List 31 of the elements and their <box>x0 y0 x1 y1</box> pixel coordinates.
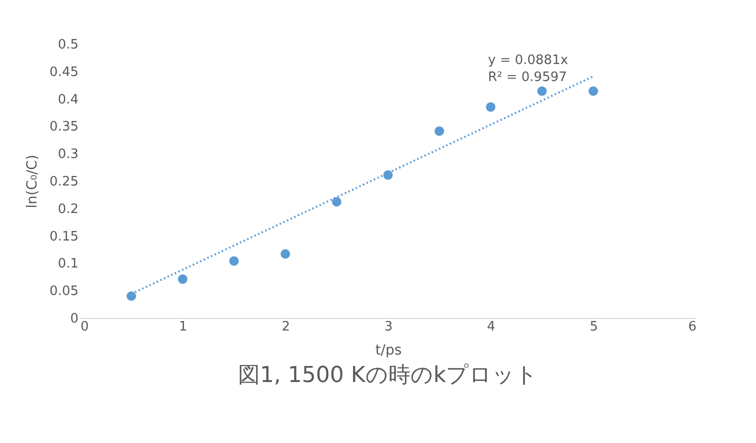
y-tick-label: 0.5 <box>58 38 78 52</box>
x-tick-label: 3 <box>384 320 393 334</box>
point <box>332 197 342 207</box>
text: 図1, 1500 Kの時のkプロット <box>238 363 538 388</box>
y-tick-label: 0.2 <box>58 202 78 217</box>
x-tick-label: 4 <box>487 320 496 334</box>
y-axis-title: ln(C₀/C) <box>24 154 41 208</box>
annotation: y = 0.0881x <box>488 53 568 68</box>
point <box>178 274 188 284</box>
x-tick-label: 0 <box>80 320 89 334</box>
y-tick-label: 0.45 <box>50 64 78 80</box>
y-tick-label: 0.05 <box>50 284 78 300</box>
point <box>588 86 598 96</box>
y-tick-label: 0.25 <box>50 174 78 190</box>
y-tick-label: 0.15 <box>50 229 78 244</box>
point <box>280 249 290 259</box>
point <box>434 126 444 136</box>
y-tick-label: 0.4 <box>58 92 78 108</box>
x-tick-label: 5 <box>590 320 598 334</box>
y-tick-label: 0.3 <box>58 147 78 162</box>
x-axis-title: t/ps <box>375 342 402 358</box>
annotation: R² = 0.9597 <box>488 70 567 85</box>
point <box>229 256 239 266</box>
x-tick-label: 2 <box>282 320 290 334</box>
point <box>126 291 136 301</box>
point <box>486 102 496 112</box>
y-tick-label: 0.1 <box>58 256 78 272</box>
x-tick-label: 1 <box>179 320 188 334</box>
y-tick-label: 0.35 <box>50 120 78 135</box>
x-tick-label: 6 <box>688 320 696 334</box>
point <box>537 86 547 96</box>
